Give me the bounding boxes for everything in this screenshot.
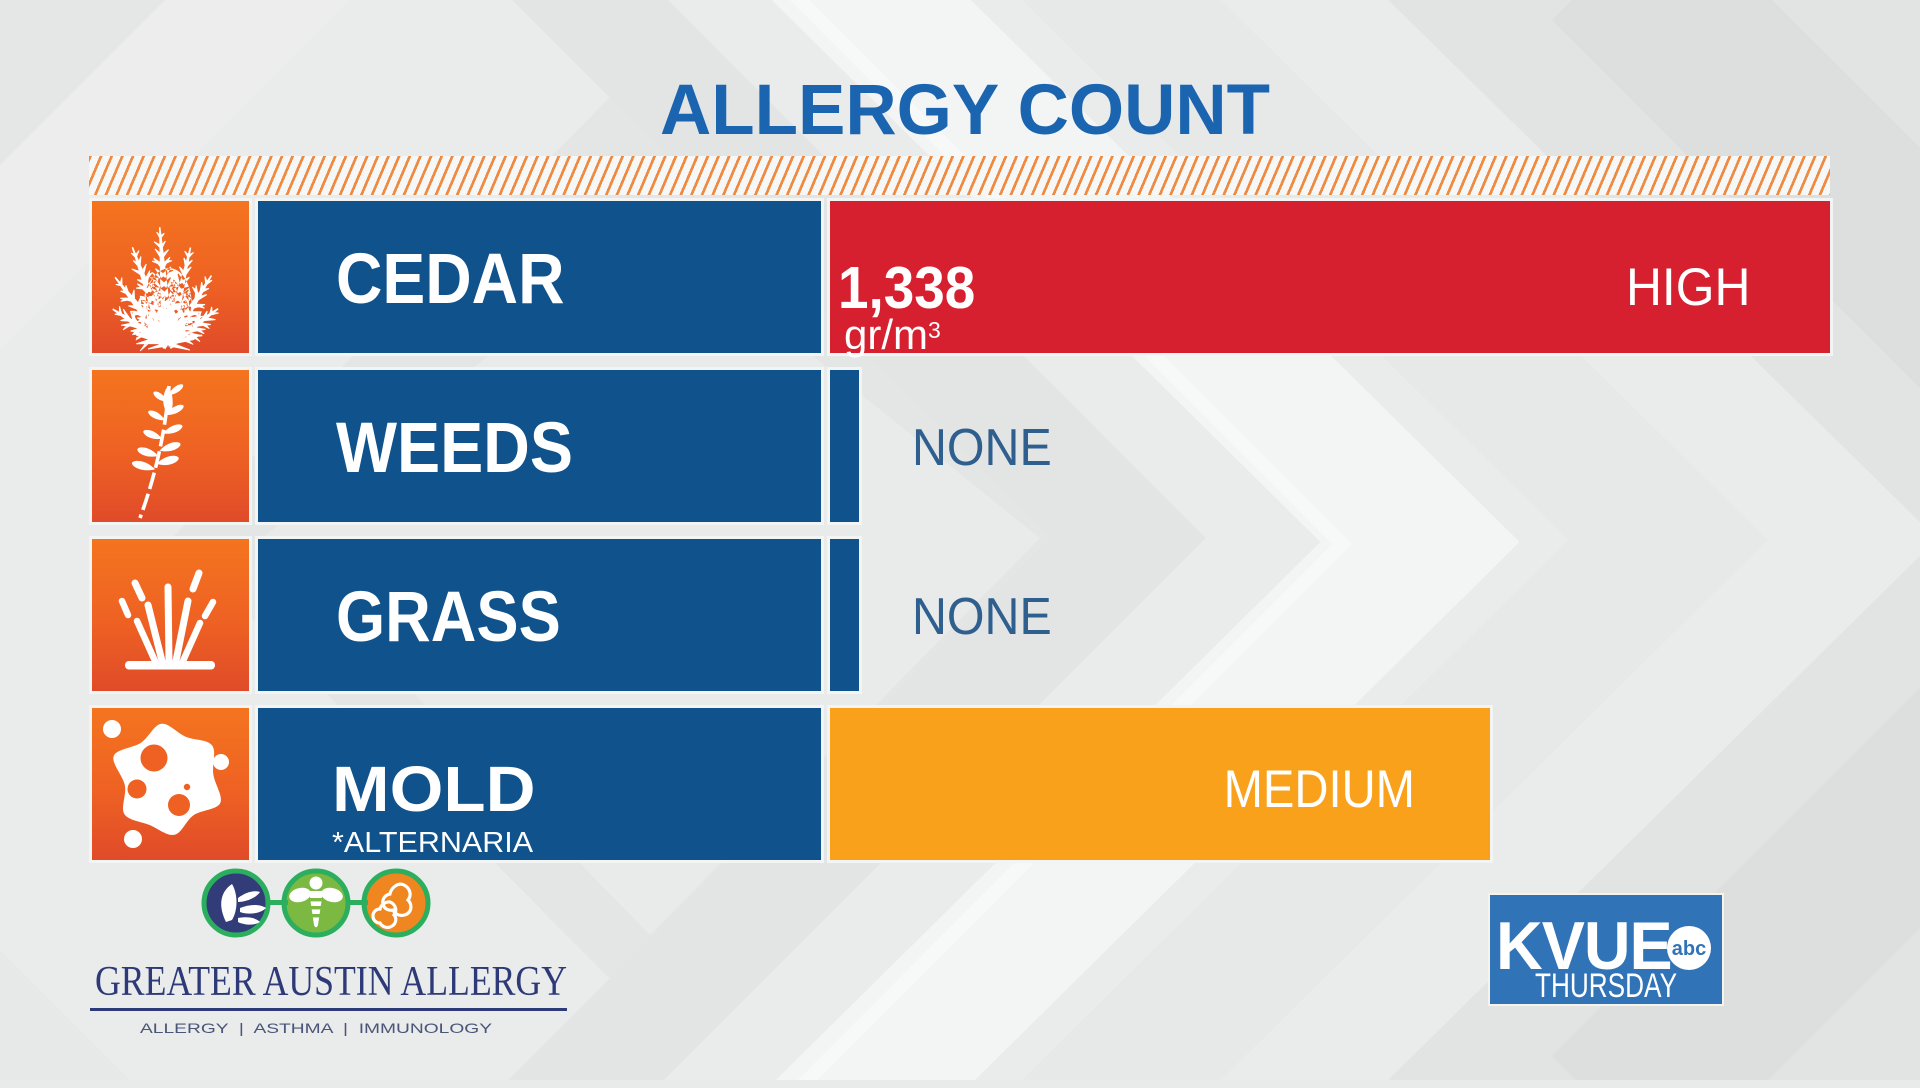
svg-text:ALLERGY | ASTHMA | IMMUNOL: ALLERGY | ASTHMA | IMMUNOLOGY [140, 1020, 493, 1036]
svg-text:GREATER AUSTIN ALLERGY: GREATER AUSTIN ALLERGY [95, 959, 567, 1005]
svg-text:abc: abc [1672, 938, 1706, 960]
